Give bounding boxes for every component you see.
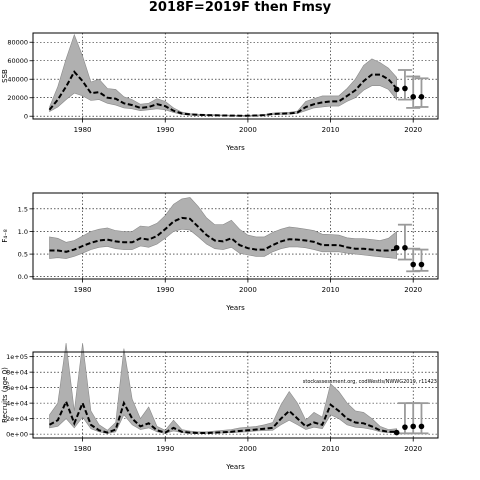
source-annotation: stockassessment.org, codWestIs/NWWG2019,… bbox=[303, 379, 437, 385]
x-tick-label: 1990 bbox=[156, 286, 174, 294]
y-tick-label: 0.5 bbox=[18, 251, 28, 259]
x-tick-label: 1980 bbox=[74, 445, 92, 453]
x-axis-label: Years bbox=[225, 304, 245, 312]
y-tick-label: 0.0 bbox=[18, 273, 28, 281]
projection-point bbox=[410, 423, 417, 430]
confidence-band bbox=[49, 33, 397, 117]
x-tick-label: 1980 bbox=[74, 126, 92, 134]
x-tick-label: 2020 bbox=[404, 445, 422, 453]
y-tick-label: 20000 bbox=[7, 94, 28, 102]
x-tick-label: 2010 bbox=[322, 286, 340, 294]
projection-point bbox=[402, 85, 408, 92]
y-axis-label: SSB bbox=[1, 69, 9, 83]
projection-point bbox=[402, 424, 408, 430]
plot-frame bbox=[32, 32, 439, 120]
y-axis-label: Recruits (age 0) bbox=[1, 367, 9, 423]
confidence-band bbox=[49, 197, 397, 259]
x-tick-label: 1990 bbox=[156, 126, 174, 134]
projection-point bbox=[393, 429, 400, 436]
fishing-mortality-panel: 1980 1990 2000 2010 2020 0.0 0.5 1.0 1.5 Years F₄₋… bbox=[1, 192, 439, 312]
plot-frame bbox=[32, 192, 439, 280]
x-tick-label: 1990 bbox=[156, 445, 174, 453]
x-tick-label: 2020 bbox=[404, 286, 422, 294]
y-tick-label: 60000 bbox=[7, 57, 28, 65]
x-axis-label: Years bbox=[225, 144, 245, 152]
estimate-line bbox=[48, 70, 398, 117]
y-tick-label: 4e+04 bbox=[6, 400, 28, 408]
plot-frame bbox=[32, 351, 439, 439]
x-tick-label: 2020 bbox=[404, 126, 422, 134]
y-tick-label: 2e+04 bbox=[6, 415, 28, 423]
estimate-line bbox=[49, 398, 397, 434]
estimate-line bbox=[49, 216, 397, 253]
x-tick-label: 2010 bbox=[322, 126, 340, 134]
x-axis-label: Years bbox=[225, 463, 245, 471]
x-tick-label: 2000 bbox=[239, 445, 257, 453]
projection-point bbox=[418, 261, 425, 268]
x-tick-label: 1980 bbox=[74, 286, 92, 294]
projection-point bbox=[410, 261, 417, 268]
y-tick-label: 80000 bbox=[7, 39, 28, 47]
x-tick-label: 2010 bbox=[322, 445, 340, 453]
projection-point bbox=[418, 94, 425, 100]
y-tick-label: 1.5 bbox=[18, 205, 28, 213]
y-tick-label: 6e+04 bbox=[6, 384, 28, 392]
projection-point bbox=[410, 94, 417, 100]
y-tick-label: 0e+00 bbox=[6, 431, 28, 439]
x-tick-label: 2000 bbox=[239, 126, 257, 134]
projection-point bbox=[418, 423, 425, 430]
y-tick-label: 1e+05 bbox=[6, 353, 28, 361]
projection-point bbox=[402, 244, 408, 251]
recruits-panel: 1980 1990 2000 2010 2020 0e+00 2e+04 4e+04 6e+04… bbox=[1, 343, 439, 471]
projection-point bbox=[393, 244, 400, 251]
y-tick-label: 8e+04 bbox=[6, 369, 28, 377]
y-tick-label: 40000 bbox=[7, 76, 28, 84]
y-axis-label: F₄₋₈ bbox=[1, 229, 9, 243]
projection-point bbox=[393, 86, 400, 93]
ssb-panel: 1980 1990 2000 2010 2020 0 20000 40000 60000 8000… bbox=[1, 32, 439, 152]
figure-title: 2018F=2019F then Fmsy bbox=[148, 0, 332, 15]
y-tick-label: 1.0 bbox=[18, 228, 28, 236]
y-tick-label: 0 bbox=[24, 113, 28, 121]
x-tick-label: 2000 bbox=[239, 286, 257, 294]
